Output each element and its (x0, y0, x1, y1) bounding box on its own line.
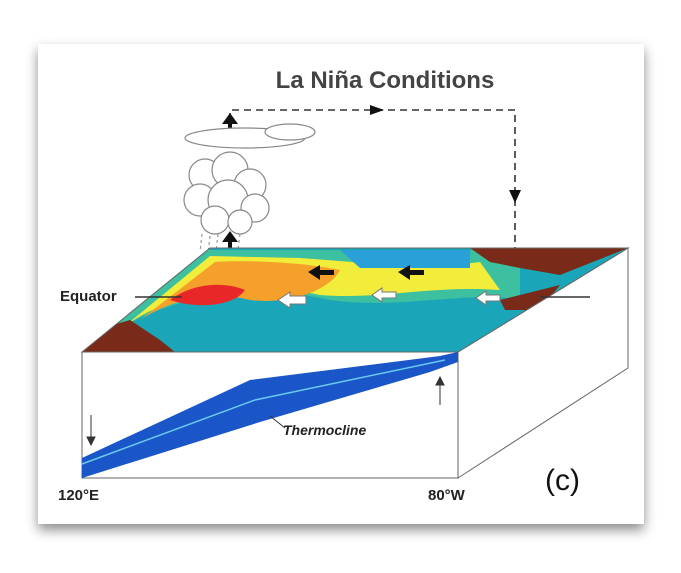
cloud (183, 123, 316, 235)
thermocline-line (81, 359, 446, 465)
rain (199, 233, 241, 255)
upwelling-arrows (86, 375, 445, 447)
current-arrows (277, 287, 501, 309)
top-outline (80, 247, 630, 353)
thermocline-pointer (269, 415, 286, 429)
thermocline-band (82, 352, 458, 478)
title: La Niña Conditions (276, 67, 495, 94)
east-label: 80°W (428, 487, 466, 504)
panel-label: (c) (545, 464, 580, 497)
wind-arrows (308, 265, 424, 280)
equator-label: Equator (60, 288, 117, 305)
sea-surface (82, 248, 628, 352)
west-label: 120°E (58, 487, 99, 504)
thermocline-label: Thermocline (283, 422, 366, 438)
